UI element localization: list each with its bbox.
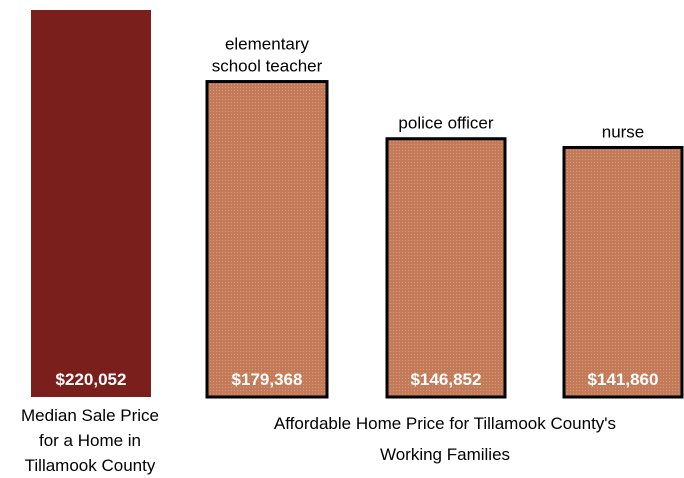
median-caption-line-2: for a Home in — [39, 431, 141, 450]
top-labels-group: elementary school teacher police officer nu… — [212, 35, 645, 142]
value-labels-group: $220,052 $179,368 $146,852 $141,860 — [56, 370, 659, 389]
top-label-elementary-school-teacher-1: elementary — [225, 35, 310, 54]
captions-group: Median Sale Price for a Home in Tillamoo… — [21, 406, 616, 475]
value-label-nurse: $141,860 — [588, 370, 659, 389]
median-caption-line-1: Median Sale Price — [21, 406, 159, 425]
value-label-elementary-school-teacher: $179,368 — [232, 370, 303, 389]
top-label-nurse-1: nurse — [602, 123, 645, 142]
value-label-median-sale-price: $220,052 — [56, 370, 127, 389]
affordable-caption-line-1: Affordable Home Price for Tillamook Coun… — [274, 414, 616, 433]
bars-group — [31, 10, 684, 399]
top-label-elementary-school-teacher-2: school teacher — [212, 57, 323, 76]
median-caption-line-3: Tillamook County — [25, 456, 156, 475]
bar-elementary-school-teacher — [205, 80, 329, 399]
bar-police-officer — [385, 137, 507, 399]
bar-nurse — [562, 146, 684, 399]
bar-median-sale-price — [31, 10, 151, 397]
affordable-caption-line-2: Working Families — [380, 445, 510, 464]
value-label-police-officer: $146,852 — [411, 370, 482, 389]
top-label-police-officer-1: police officer — [398, 114, 493, 133]
